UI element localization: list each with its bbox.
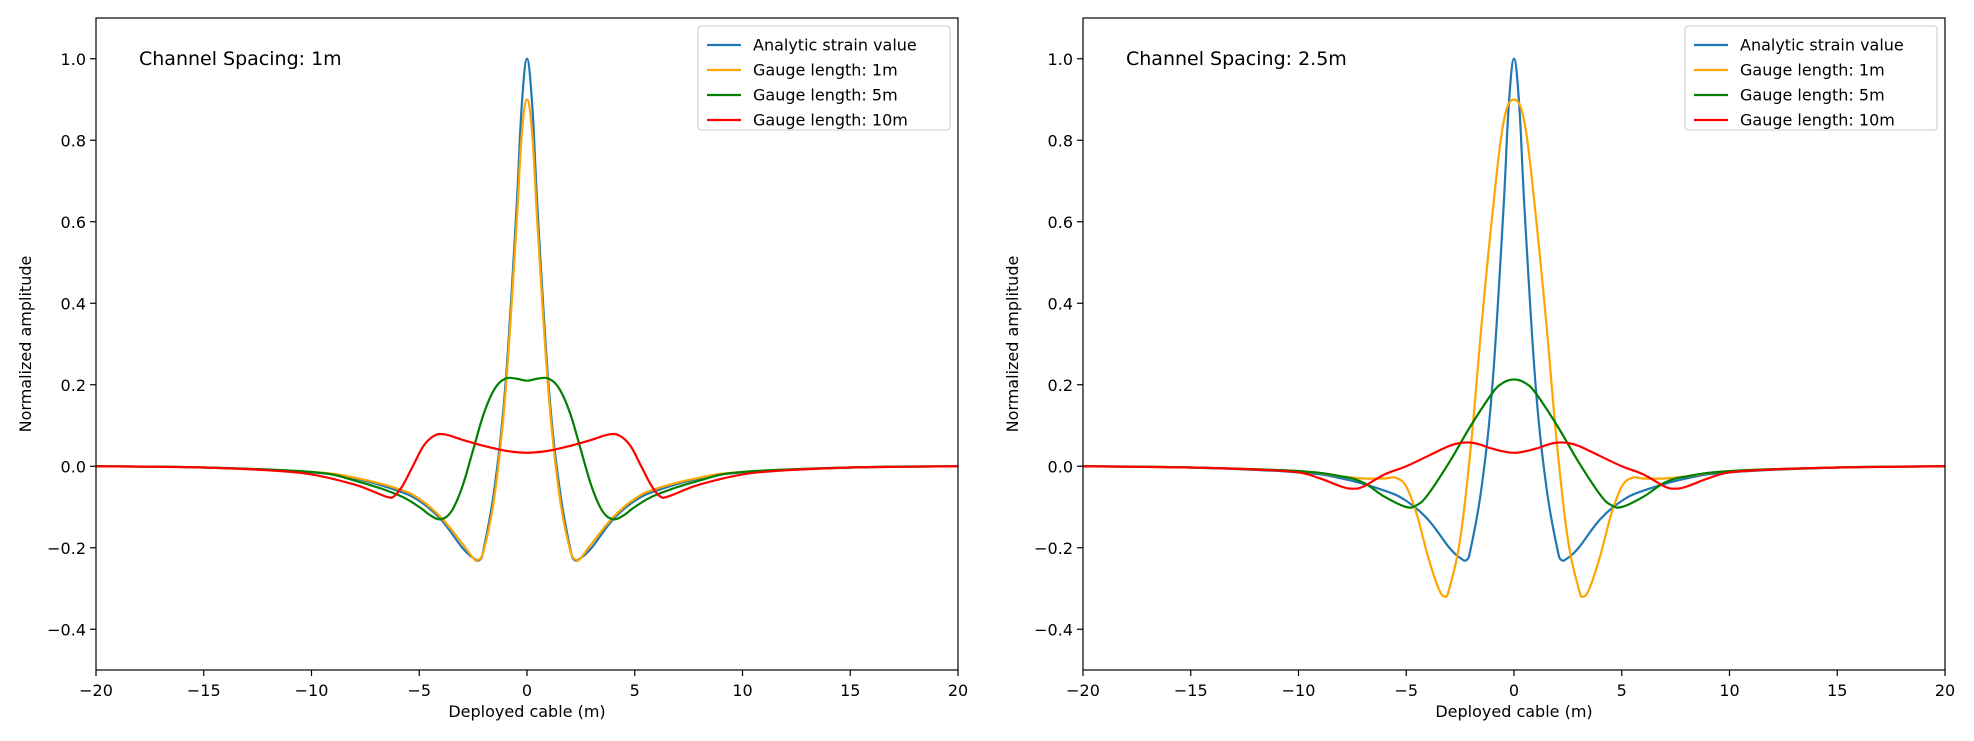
y-tick-label: −0.2 (47, 539, 86, 558)
y-tick-label: 1.0 (1048, 50, 1073, 69)
legend-label: Analytic strain value (753, 36, 917, 55)
x-tick-label: 5 (1617, 681, 1627, 700)
y-tick-label: 0.2 (61, 376, 86, 395)
legend-item-gauge-length-5m: Gauge length: 5m (1694, 86, 1885, 105)
x-tick-label: 10 (732, 681, 752, 700)
legend-item-gauge-length-5m: Gauge length: 5m (707, 86, 898, 105)
x-tick-label: 15 (840, 681, 860, 700)
y-tick-label: 0.4 (1048, 294, 1073, 313)
y-tick-label: −0.4 (1034, 620, 1073, 639)
x-tick-label: −10 (295, 681, 329, 700)
legend: Analytic strain value Gauge length: 1m Gau… (697, 25, 951, 131)
channel-spacing-annotation: Channel Spacing: 1m (139, 48, 342, 70)
legend-item-gauge-length-1m: Gauge length: 1m (707, 61, 898, 80)
chart-panel-channel-spacing-2-5m: −20 −15 −10 −5 0 5 10 15 20 −0.4 −0.2 0.0 0.2 0.4 0.6… (1003, 17, 1955, 721)
legend-label: Gauge length: 10m (753, 111, 908, 130)
legend-item-analytic-strain-value: Analytic strain value (1694, 36, 1904, 55)
y-tick-label: 1.0 (61, 50, 86, 69)
x-axis-label: Deployed cable (m) (1435, 702, 1592, 721)
y-tick-label: 0.8 (1048, 131, 1073, 150)
x-tick-label: 20 (1935, 681, 1955, 700)
legend-item-analytic-strain-value: Analytic strain value (707, 36, 917, 55)
y-axis-ticks: −0.4 −0.2 0.0 0.2 0.4 0.6 0.8 1.0 (1034, 50, 1083, 639)
x-tick-label: 5 (630, 681, 640, 700)
legend-box (1684, 25, 1938, 131)
series-line-gauge-length-5m (96, 376, 958, 521)
x-tick-label: −15 (187, 681, 221, 700)
series-line-gauge-length-10m (96, 432, 958, 499)
x-tick-label: −20 (79, 681, 113, 700)
series-line-gauge-length-5m (1083, 378, 1945, 509)
series-line-gauge-length-1m (96, 98, 958, 562)
x-axis-ticks: −20 −15 −10 −5 0 5 10 15 20 (79, 670, 968, 700)
x-tick-label: −10 (1282, 681, 1316, 700)
legend-label: Gauge length: 10m (1740, 111, 1895, 130)
x-tick-label: 0 (522, 681, 532, 700)
chart-panel-channel-spacing-1m: −20 −15 −10 −5 0 5 10 15 20 −0.4 −0.2 0.0 0.2 0.4 0.6… (16, 17, 968, 721)
y-tick-label: 0.2 (1048, 376, 1073, 395)
x-axis-label: Deployed cable (m) (448, 702, 605, 721)
x-tick-label: 10 (1719, 681, 1739, 700)
legend-label: Analytic strain value (1740, 36, 1904, 55)
y-tick-label: 0.0 (61, 457, 86, 476)
x-tick-label: −5 (407, 681, 431, 700)
y-axis-label: Normalized amplitude (1003, 256, 1022, 433)
plot-series-layer (1083, 57, 1945, 598)
y-tick-label: −0.2 (1034, 539, 1073, 558)
y-tick-label: 0.0 (1048, 457, 1073, 476)
legend-label: Gauge length: 1m (753, 61, 898, 80)
y-axis-label: Normalized amplitude (16, 256, 35, 433)
x-tick-label: −5 (1394, 681, 1418, 700)
x-tick-label: 0 (1509, 681, 1519, 700)
y-axis-ticks: −0.4 −0.2 0.0 0.2 0.4 0.6 0.8 1.0 (47, 50, 96, 639)
channel-spacing-annotation: Channel Spacing: 2.5m (1126, 48, 1347, 70)
y-tick-label: 0.8 (61, 131, 86, 150)
x-axis-ticks: −20 −15 −10 −5 0 5 10 15 20 (1066, 670, 1955, 700)
legend-label: Gauge length: 5m (1740, 86, 1885, 105)
series-line-analytic-strain-value (96, 57, 958, 562)
plot-series-layer (96, 57, 958, 562)
x-tick-label: 15 (1827, 681, 1847, 700)
x-tick-label: −20 (1066, 681, 1100, 700)
x-tick-label: 20 (948, 681, 968, 700)
x-tick-label: −15 (1174, 681, 1208, 700)
legend-box (697, 25, 951, 131)
y-tick-label: 0.4 (61, 294, 86, 313)
legend-item-gauge-length-1m: Gauge length: 1m (1694, 61, 1885, 80)
legend-item-gauge-length-10m: Gauge length: 10m (1694, 111, 1895, 130)
series-line-analytic-strain-value (1083, 57, 1945, 562)
series-line-gauge-length-1m (1083, 98, 1945, 598)
legend-label: Gauge length: 5m (753, 86, 898, 105)
y-tick-label: 0.6 (61, 213, 86, 232)
legend: Analytic strain value Gauge length: 1m Gau… (1684, 25, 1938, 131)
y-tick-label: −0.4 (47, 620, 86, 639)
series-line-gauge-length-10m (1083, 441, 1945, 490)
legend-label: Gauge length: 1m (1740, 61, 1885, 80)
y-tick-label: 0.6 (1048, 213, 1073, 232)
legend-item-gauge-length-10m: Gauge length: 10m (707, 111, 908, 130)
